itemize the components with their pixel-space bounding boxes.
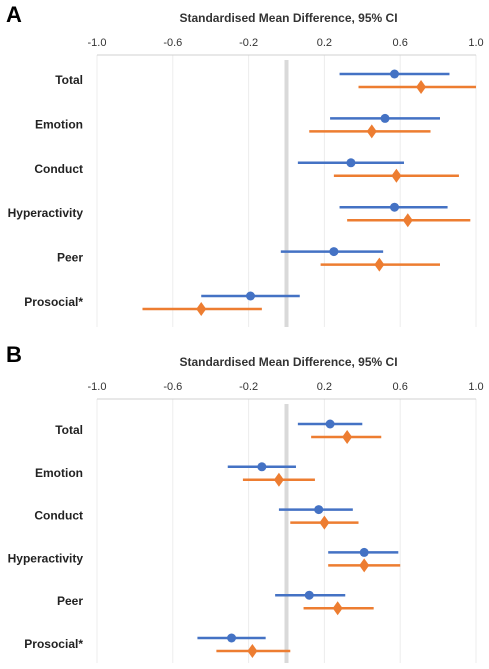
point-estimate-diamond xyxy=(416,80,427,94)
point-estimate-circle xyxy=(304,590,314,600)
category-label: Conduct xyxy=(34,509,83,523)
category-label: Total xyxy=(55,423,83,437)
x-tick-label: 0.6 xyxy=(393,381,408,393)
category-label: Prosocial* xyxy=(24,295,83,309)
point-estimate-circle xyxy=(380,113,390,123)
category-label: Hyperactivity xyxy=(8,206,84,220)
x-axis-title: Standardised Mean Difference, 95% CI xyxy=(179,11,397,25)
point-estimate-diamond xyxy=(273,472,284,487)
point-estimate-circle xyxy=(257,462,267,472)
category-label: Conduct xyxy=(34,162,83,176)
x-tick-label: -0.6 xyxy=(163,381,182,393)
x-axis-title: Standardised Mean Difference, 95% CI xyxy=(179,355,397,369)
category-label: Emotion xyxy=(35,117,83,131)
point-estimate-circle xyxy=(359,547,369,557)
x-tick-label: -0.6 xyxy=(163,37,182,49)
point-estimate-diamond xyxy=(247,644,258,658)
category-label: Prosocial* xyxy=(24,637,83,651)
point-estimate-circle xyxy=(390,69,400,79)
category-label: Total xyxy=(55,73,83,87)
point-estimate-circle xyxy=(346,158,356,168)
point-estimate-circle xyxy=(329,247,339,257)
x-tick-label: 1.0 xyxy=(468,381,483,393)
category-label: Peer xyxy=(57,594,83,608)
x-tick-label: -1.0 xyxy=(88,381,107,393)
point-estimate-diamond xyxy=(359,558,370,573)
x-tick-label: 1.0 xyxy=(468,37,483,49)
x-tick-label: 0.2 xyxy=(317,37,332,49)
point-estimate-circle xyxy=(390,202,400,212)
x-tick-label: -0.2 xyxy=(239,381,258,393)
category-label: Hyperactivity xyxy=(8,551,84,565)
point-estimate-diamond xyxy=(196,302,207,316)
point-estimate-diamond xyxy=(342,430,353,444)
point-estimate-diamond xyxy=(402,213,413,228)
point-estimate-circle xyxy=(325,419,335,429)
panel-letter: B xyxy=(6,342,22,367)
point-estimate-diamond xyxy=(332,601,343,616)
panel-letter: A xyxy=(6,2,22,27)
category-label: Emotion xyxy=(35,466,83,480)
x-tick-label: 0.2 xyxy=(317,381,332,393)
point-estimate-diamond xyxy=(319,515,330,530)
point-estimate-diamond xyxy=(366,124,377,139)
x-tick-label: -1.0 xyxy=(88,37,107,49)
point-estimate-diamond xyxy=(391,168,402,183)
x-tick-label: -0.2 xyxy=(239,37,258,49)
category-label: Peer xyxy=(57,251,83,265)
point-estimate-circle xyxy=(245,291,255,301)
x-tick-label: 0.6 xyxy=(393,37,408,49)
point-estimate-diamond xyxy=(374,257,385,272)
point-estimate-circle xyxy=(314,505,324,515)
point-estimate-circle xyxy=(227,633,237,643)
